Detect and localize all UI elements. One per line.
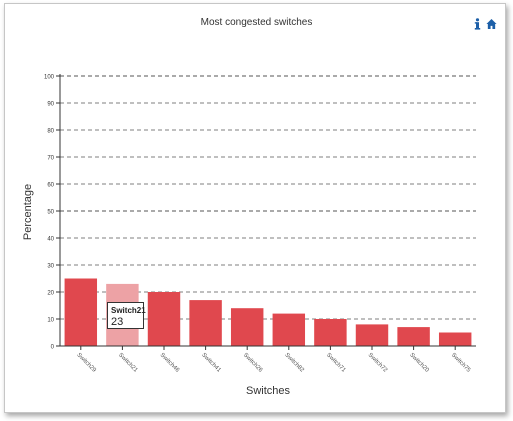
bar-switch72[interactable] (355, 324, 389, 346)
bar-switch82[interactable] (272, 313, 306, 346)
y-tick-label: 60 (47, 183, 54, 189)
header-icons (472, 18, 497, 30)
gridlines (60, 75, 476, 320)
home-icon[interactable] (486, 18, 497, 30)
bars (64, 278, 472, 347)
y-tick-label: 70 (47, 156, 54, 162)
info-icon[interactable] (472, 18, 483, 30)
bar-switch20[interactable] (397, 327, 430, 346)
bar-switch75[interactable] (438, 332, 472, 347)
x-tick-label: Switch26 (242, 352, 264, 374)
x-tick-label: Switch71 (325, 352, 347, 374)
x-tick-label: Switch20 (408, 352, 430, 374)
bar-switch29[interactable] (64, 278, 98, 347)
y-tick-label: 90 (47, 102, 54, 108)
y-tick-label: 100 (44, 75, 55, 81)
y-tick-label: 80 (47, 129, 54, 135)
y-axis: 0 10 20 30 40 50 60 70 80 90 100 (44, 74, 61, 351)
x-tick-label: Switch21 (117, 352, 139, 374)
y-tick-label: 50 (47, 210, 54, 216)
bar-switch26[interactable] (230, 308, 264, 346)
chart-title: Most congested switches (200, 17, 313, 28)
y-tick-label: 40 (47, 237, 54, 243)
x-tick-label: Switch41 (200, 352, 222, 374)
x-tick-label: Switch72 (367, 352, 389, 374)
tooltip-value: 23 (111, 316, 124, 328)
y-tick-label: 0 (51, 345, 55, 351)
x-tick-label: Switch75 (450, 352, 472, 374)
y-tick-label: 10 (47, 318, 54, 324)
x-axis: Switch29 Switch21 Switch46 Switch41 Switch26… (60, 345, 476, 374)
x-tick-label: Switch46 (159, 352, 181, 374)
bar-switch71[interactable] (314, 319, 347, 346)
bar-tooltip: Switch21 23 (107, 302, 146, 329)
x-tick-label: Switch29 (75, 352, 97, 374)
x-axis-label: Switches (246, 385, 291, 397)
bar-switch46[interactable] (147, 292, 181, 346)
y-tick-label: 20 (47, 291, 54, 297)
x-tick-label: Switch82 (283, 352, 305, 374)
y-axis-label: Percentage (22, 184, 34, 240)
bar-switch41[interactable] (189, 300, 222, 346)
tooltip-name: Switch21 (111, 306, 146, 315)
y-tick-label: 30 (47, 264, 54, 270)
